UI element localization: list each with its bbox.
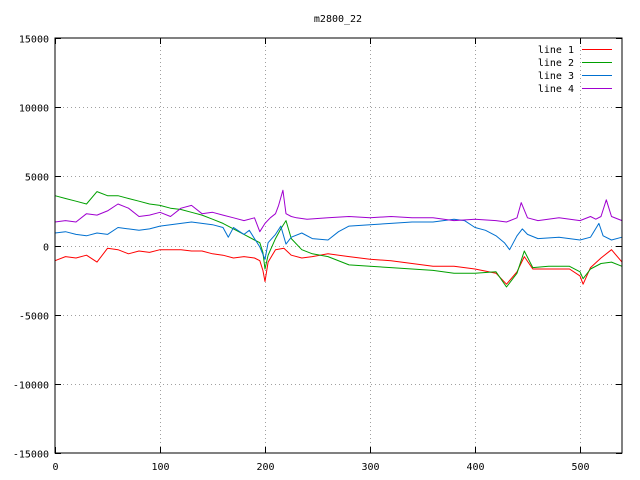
- y-tick-label: 5000: [25, 173, 49, 184]
- y-tick-label: -15000: [13, 450, 49, 461]
- legend-label-1: line 1: [538, 45, 574, 56]
- chart-title: m2800_22: [314, 14, 362, 25]
- x-tick-label: 200: [256, 462, 274, 473]
- series-group: [54, 189, 623, 288]
- x-tick-label: 0: [52, 462, 58, 473]
- plot-frame: [54, 37, 623, 454]
- series-line-2: [54, 191, 623, 288]
- grid: [55, 38, 622, 453]
- y-tick-label: 15000: [19, 35, 49, 46]
- plot-background: [55, 38, 622, 453]
- axes: -15000 -10000 -5000 0 5000 10000 15000 0 100 200 3…: [13, 35, 622, 473]
- y-tick-label: 0: [43, 243, 49, 254]
- x-tick-label: 300: [361, 462, 379, 473]
- x-tick-label: 400: [466, 462, 484, 473]
- series-line-3: [54, 218, 623, 260]
- series-line-4: [54, 189, 623, 233]
- legend: line 1 line 2 line 3 line 4: [538, 45, 612, 95]
- legend-label-3: line 3: [538, 71, 574, 82]
- y-tick-label: -5000: [19, 312, 49, 323]
- legend-label-2: line 2: [538, 58, 574, 69]
- y-tick-label: 10000: [19, 104, 49, 115]
- series-line-1: [54, 247, 623, 285]
- x-tick-label: 500: [571, 462, 589, 473]
- y-tick-label: -10000: [13, 381, 49, 392]
- legend-label-4: line 4: [538, 84, 574, 95]
- x-tick-label: 100: [151, 462, 169, 473]
